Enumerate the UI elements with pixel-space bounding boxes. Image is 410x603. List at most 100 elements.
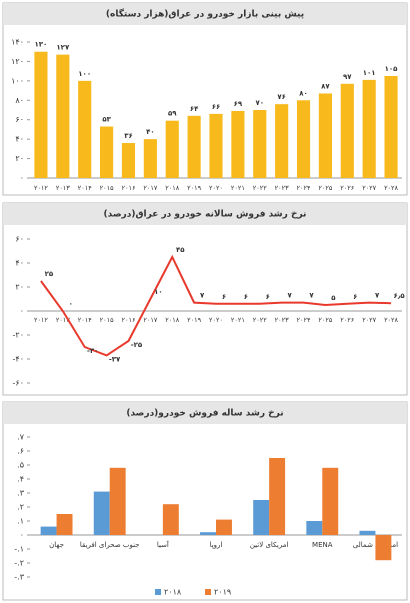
data-label: ۸۰ bbox=[299, 89, 308, 97]
x-tick-label: ۲۰۲۶ bbox=[340, 184, 354, 192]
x-tick-label: ۲۰۲۰ bbox=[209, 316, 223, 324]
x-tick-label: ۲۰۲۱ bbox=[231, 184, 245, 192]
bar bbox=[322, 467, 339, 535]
legend-swatch bbox=[155, 589, 161, 595]
x-tick-label: ۲۰۲۰ bbox=[209, 184, 223, 192]
data-label: ۷۶ bbox=[277, 93, 286, 101]
y-tick-label: .۳ bbox=[17, 489, 25, 498]
panel bbox=[2, 2, 408, 196]
y-tick-label: ۲۰ bbox=[15, 283, 24, 292]
bar bbox=[109, 467, 126, 535]
y-tick-label: ۰ bbox=[20, 174, 24, 183]
bar bbox=[306, 521, 323, 535]
x-tick-label: ۲۰۱۴ bbox=[78, 184, 92, 192]
x-tick-label: ۲۰۲۵ bbox=[318, 316, 332, 324]
data-label: ۸۷ bbox=[321, 82, 330, 90]
data-label: ۱۰۱ bbox=[363, 69, 376, 77]
bar bbox=[121, 143, 136, 178]
data-label: ۶۶ bbox=[212, 103, 221, 111]
bar bbox=[216, 519, 232, 535]
x-tick-label: ۲۰۱۹ bbox=[187, 184, 201, 192]
data-label: ۱۳۰ bbox=[35, 41, 48, 49]
x-tick-label: ۲۰۲۲ bbox=[253, 184, 267, 192]
y-tick-label: -.۲ bbox=[14, 559, 24, 568]
x-tick-label: ۲۰۲۸ bbox=[384, 184, 398, 192]
x-tick-label: ۲۰۱۷ bbox=[143, 184, 157, 192]
data-label: ۳۶ bbox=[124, 132, 133, 140]
data-label: ۶۴ bbox=[190, 105, 199, 113]
x-tick-label: ۲۰۱۳ bbox=[56, 184, 70, 192]
bar bbox=[34, 51, 48, 178]
data-label: ۶ bbox=[244, 293, 248, 301]
bar bbox=[56, 54, 70, 178]
x-tick-label: ۲۰۱۲ bbox=[34, 184, 48, 192]
x-tick-label: ۲۰۱۳ bbox=[56, 316, 70, 324]
y-tick-label: ۶۰ bbox=[15, 235, 24, 244]
y-tick-label: ۱۴۰ bbox=[11, 38, 24, 47]
x-tick-label: ۲۰۲۳ bbox=[275, 316, 289, 324]
y-tick-label: ۸۰ bbox=[15, 96, 24, 105]
legend-swatch bbox=[205, 589, 211, 595]
x-tick-label: ۲۰۲۸ bbox=[384, 316, 398, 324]
title-bar bbox=[3, 203, 407, 225]
y-tick-label: ۱۲۰ bbox=[11, 57, 24, 66]
y-tick-label: ۲۰ bbox=[15, 154, 24, 163]
bar bbox=[40, 526, 57, 535]
bar bbox=[375, 535, 392, 561]
y-tick-label: .۱ bbox=[17, 517, 24, 526]
y-tick-label: -.۱ bbox=[14, 545, 24, 554]
y-tick-label: ۶۰ bbox=[15, 115, 24, 124]
x-tick-label: ۲۰۱۲ bbox=[34, 316, 48, 324]
data-label: -۳۷ bbox=[109, 355, 121, 363]
bar bbox=[209, 113, 223, 178]
data-label: ۴۰ bbox=[146, 128, 155, 136]
x-tick-label: ۲۰۲۷ bbox=[362, 316, 376, 324]
data-label: ۶۹ bbox=[234, 100, 243, 108]
title-bar bbox=[3, 3, 407, 25]
y-tick-label: .۵ bbox=[17, 461, 24, 470]
data-label: ۶ bbox=[266, 293, 270, 301]
x-tick-label: ۲۰۲۲ bbox=[253, 316, 267, 324]
title-bar bbox=[3, 402, 407, 424]
y-tick-label: .۶ bbox=[17, 447, 24, 456]
chart-title: نرخ رشد فروش سالانه خودرو در عراق(درصد) bbox=[104, 210, 307, 220]
bar bbox=[340, 83, 354, 178]
x-tick-label: ۲۰۱۸ bbox=[165, 184, 179, 192]
y-tick-label: ۴۰ bbox=[15, 259, 24, 268]
legend-label: ۲۰۱۹ bbox=[214, 588, 231, 597]
bar bbox=[187, 115, 201, 178]
bar bbox=[93, 491, 110, 535]
x-tick-label: ۲۰۲۶ bbox=[340, 316, 354, 324]
bar bbox=[253, 110, 267, 178]
y-tick-label: ۰ bbox=[20, 307, 24, 316]
x-tick-label: اروپا bbox=[210, 541, 223, 549]
chart-title: نرخ رشد ساله فروش خودرو(درصد) bbox=[126, 409, 283, 419]
data-label: -۲۵ bbox=[131, 341, 143, 349]
x-tick-label: ۲۰۱۵ bbox=[100, 184, 114, 192]
data-label: ۵ bbox=[331, 294, 336, 302]
x-tick-label: ۲۰۲۴ bbox=[297, 316, 311, 324]
y-tick-label: .۴ bbox=[17, 475, 24, 484]
y-tick-label: ۰ bbox=[20, 531, 24, 540]
x-tick-label: ۲۰۲۷ bbox=[362, 184, 376, 192]
x-tick-label: ۲۰۱۸ bbox=[165, 316, 179, 324]
bar bbox=[143, 139, 157, 178]
bar bbox=[362, 79, 376, 178]
y-tick-label: ۱۰۰ bbox=[11, 76, 24, 85]
data-label: ۶٫۵ bbox=[393, 292, 405, 300]
bar bbox=[162, 504, 179, 535]
x-tick-label: جهان bbox=[49, 541, 64, 549]
legend-label: ۲۰۱۸ bbox=[164, 588, 182, 597]
data-label: ۶ bbox=[222, 293, 226, 301]
x-tick-label: ۲۰۱۶ bbox=[121, 316, 135, 324]
y-tick-label: .۲ bbox=[17, 503, 24, 512]
data-label: ۱۰۰ bbox=[78, 70, 91, 78]
data-label: ۷۰ bbox=[255, 99, 264, 107]
chart-title: پیش بینی بازار خودرو در عراق(هزار دستگاه… bbox=[106, 8, 304, 20]
bar bbox=[253, 500, 270, 535]
x-tick-label: ۲۰۱۹ bbox=[187, 316, 201, 324]
line bbox=[40, 254, 392, 357]
data-label: ۷ bbox=[200, 292, 205, 300]
y-tick-label: -۶۰ bbox=[13, 379, 24, 388]
